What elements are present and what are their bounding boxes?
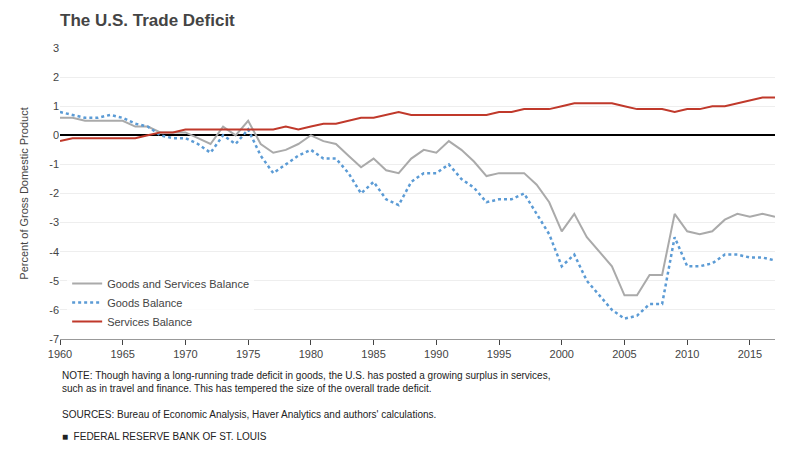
svg-text:1960: 1960 [48, 348, 72, 360]
svg-text:-1: -1 [49, 158, 59, 170]
svg-text:The U.S. Trade Deficit: The U.S. Trade Deficit [60, 11, 235, 30]
svg-text:-3: -3 [49, 216, 59, 228]
svg-text:-6: -6 [49, 304, 59, 316]
svg-text:SOURCES: Bureau of Economic An: SOURCES: Bureau of Economic Analysis, Ha… [62, 409, 436, 420]
svg-text:2: 2 [53, 71, 59, 83]
svg-text:Goods and Services Balance: Goods and Services Balance [107, 278, 249, 290]
svg-text:0: 0 [53, 129, 59, 141]
svg-text:1975: 1975 [236, 348, 260, 360]
svg-text:2015: 2015 [738, 348, 762, 360]
svg-text:1965: 1965 [110, 348, 134, 360]
svg-text:■ FEDERAL RESERVE BANK OF ST.: ■ FEDERAL RESERVE BANK OF ST. LOUIS [62, 431, 267, 442]
svg-text:1970: 1970 [173, 348, 197, 360]
svg-text:1: 1 [53, 100, 59, 112]
svg-text:2010: 2010 [675, 348, 699, 360]
svg-text:2000: 2000 [550, 348, 574, 360]
svg-text:3: 3 [53, 42, 59, 54]
svg-text:-4: -4 [49, 246, 59, 258]
svg-text:Goods Balance: Goods Balance [107, 297, 182, 309]
svg-text:2005: 2005 [612, 348, 636, 360]
svg-text:-2: -2 [49, 187, 59, 199]
svg-text:1990: 1990 [424, 348, 448, 360]
svg-text:-5: -5 [49, 275, 59, 287]
svg-text:1995: 1995 [487, 348, 511, 360]
svg-text:Services Balance: Services Balance [107, 316, 192, 328]
svg-text:1980: 1980 [299, 348, 323, 360]
svg-text:Percent of Gross Domestic Prod: Percent of Gross Domestic Product [18, 107, 30, 279]
svg-text:-7: -7 [49, 333, 59, 345]
svg-text:1985: 1985 [361, 348, 385, 360]
svg-text:NOTE: Though having a long-run: NOTE: Though having a long-running trade… [62, 370, 550, 394]
